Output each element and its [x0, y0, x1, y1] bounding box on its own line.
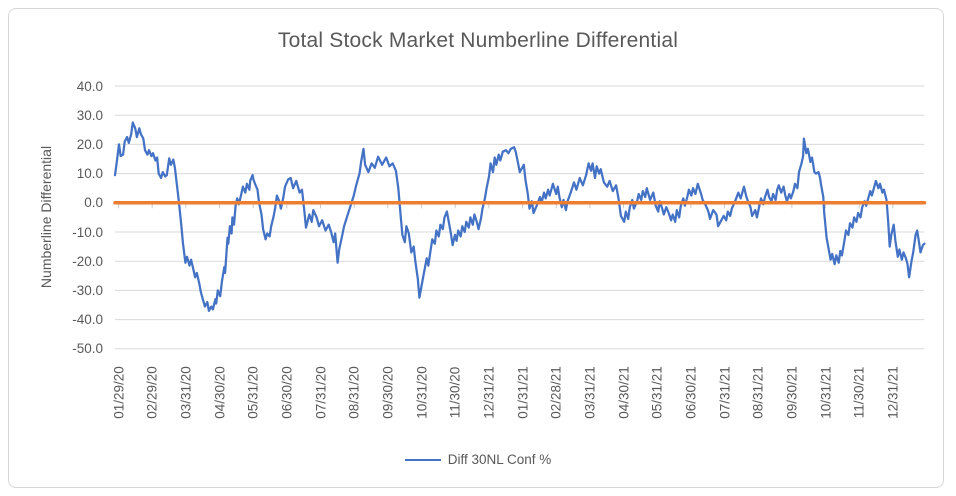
- x-axis-tick-label: 04/30/20: [212, 366, 227, 419]
- y-axis-tick-label: -20.0: [72, 253, 103, 269]
- x-axis-tick-label: 11/30/21: [851, 366, 867, 419]
- x-axis-tick-label: 09/30/20: [380, 366, 396, 419]
- x-axis-tick-label: 08/31/20: [346, 366, 362, 419]
- x-axis-tick-label: 06/30/20: [279, 366, 295, 419]
- x-axis-tick-label: 01/31/21: [515, 366, 531, 419]
- y-axis-tick-label: 10.0: [76, 166, 103, 182]
- y-axis-tick-label: 0.0: [84, 195, 103, 211]
- legend-line-swatch: [404, 458, 441, 461]
- x-axis-tick-label: 02/29/20: [144, 366, 160, 419]
- x-axis-tick-label: 09/30/21: [784, 366, 800, 419]
- x-axis-tick-label: 03/31/20: [178, 366, 194, 419]
- chart-title: Total Stock Market Numberline Differenti…: [277, 29, 679, 52]
- y-axis-tick-label: -50.0: [72, 341, 103, 357]
- chart-frame: [8, 8, 944, 488]
- legend-label: Diff 30NL Conf %: [447, 452, 552, 467]
- x-axis-tick-label: 06/30/21: [683, 366, 699, 419]
- x-axis-tick-label: 10/31/21: [818, 366, 834, 419]
- x-axis-tick-label: 12/31/21: [481, 366, 497, 419]
- x-axis-tick-label: 03/31/21: [582, 366, 598, 419]
- x-axis-tick-label: 02/28/21: [548, 366, 564, 419]
- x-axis-tick-label: 10/31/20: [414, 366, 430, 419]
- x-axis-tick-label: 01/29/20: [111, 366, 126, 419]
- x-axis-tick-label: 07/31/20: [313, 366, 329, 419]
- x-axis-tick-label: 05/31/21: [649, 366, 665, 419]
- x-axis-tick-label: 08/31/21: [750, 366, 766, 419]
- y-axis-tick-label: 20.0: [76, 136, 103, 152]
- legend: Diff 30NL Conf %: [0, 452, 956, 467]
- x-axis-tick-label: 07/31/21: [717, 366, 733, 419]
- x-axis-tick-label: 04/30/21: [616, 366, 632, 419]
- y-axis-tick-label: 30.0: [76, 107, 103, 123]
- y-axis-tick-label: -40.0: [72, 312, 103, 328]
- y-axis-tick-label: -30.0: [72, 282, 103, 298]
- series-line-diff-30nl-conf: [113, 121, 926, 312]
- x-axis-tick-label: 12/31/21: [885, 366, 901, 419]
- y-axis-tick-label: 40.0: [76, 78, 103, 94]
- x-axis-tick-label: 05/31/20: [245, 366, 261, 419]
- y-axis-tick-label: -10.0: [72, 224, 103, 240]
- x-axis-tick-label: 11/30/20: [447, 366, 463, 419]
